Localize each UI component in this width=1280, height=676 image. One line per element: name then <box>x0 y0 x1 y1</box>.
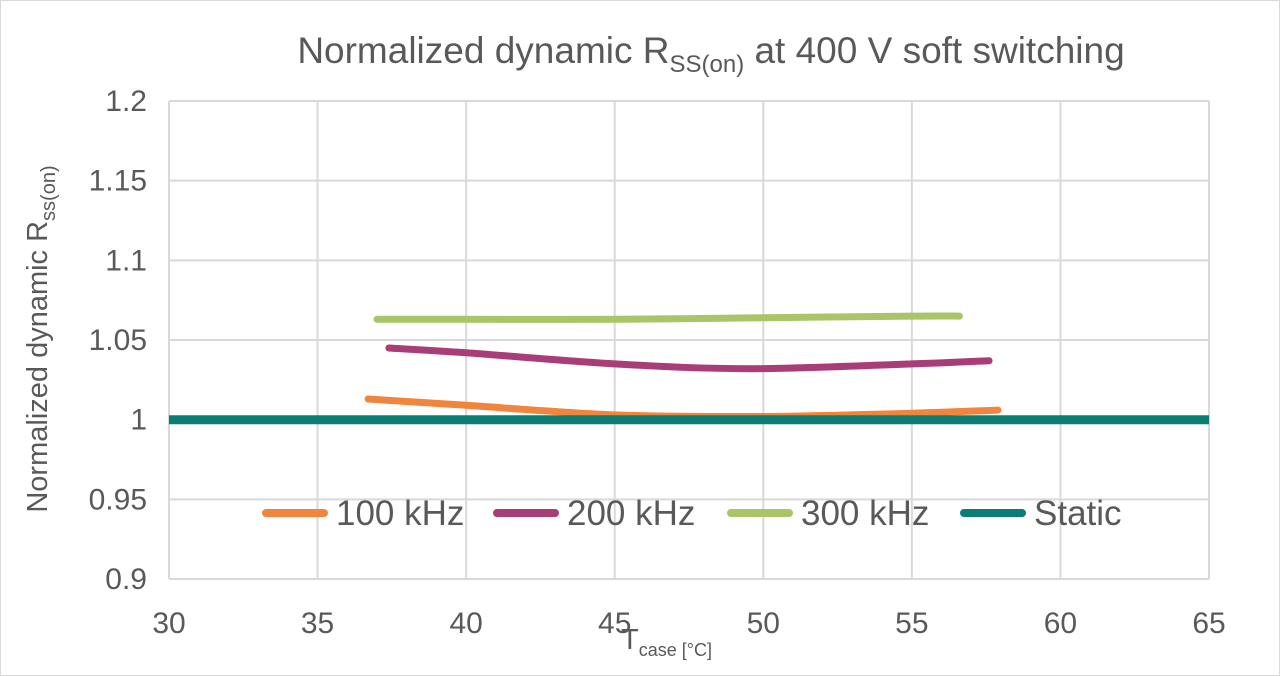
series-line-100-khz <box>364 395 1002 421</box>
x-tick-label: 35 <box>301 607 334 640</box>
x-axis-label: Tcase [°C] <box>621 624 712 660</box>
y-tick-label: 1 <box>130 404 147 437</box>
x-tick-label: 40 <box>449 607 482 640</box>
y-axis-label-main: Normalized dynamic R <box>22 221 54 513</box>
y-axis-label-subscript: ss(on) <box>38 165 60 221</box>
x-tick-labels: 30 35 40 45 50 55 60 65 <box>152 607 1225 640</box>
x-axis-label-subscript: case [°C] <box>639 640 712 660</box>
x-tick-label: 30 <box>152 607 185 640</box>
series-line-300-khz <box>373 312 963 323</box>
y-tick-label: 1.05 <box>89 324 147 357</box>
y-tick-label: 1.2 <box>105 85 147 118</box>
chart-title-main: Normalized dynamic R <box>297 30 669 71</box>
legend-label-static: Static <box>1034 494 1122 533</box>
x-tick-label: 45 <box>598 607 631 640</box>
y-tick-label: 1.15 <box>89 165 147 198</box>
x-tick-label: 50 <box>747 607 780 640</box>
legend-label-300-khz: 300 kHz <box>801 494 929 533</box>
legend-label-200-khz: 200 kHz <box>567 494 695 533</box>
chart-title-rest: at 400 V soft switching <box>744 30 1124 71</box>
series-lines <box>169 312 1209 425</box>
series-line-200-khz <box>385 344 993 373</box>
legend-label-100-khz: 100 kHz <box>336 494 464 533</box>
x-tick-label: 65 <box>1192 607 1225 640</box>
legend: 100 kHz 200 kHz 300 kHz Static <box>262 494 1122 533</box>
chart-title: Normalized dynamic RSS(on) at 400 V soft… <box>297 30 1124 78</box>
x-tick-label: 60 <box>1044 607 1077 640</box>
x-tick-label: 55 <box>895 607 928 640</box>
y-tick-label: 0.95 <box>89 483 147 516</box>
y-axis-label: Normalized dynamic Rss(on) <box>22 165 60 512</box>
y-tick-label: 1.1 <box>105 244 147 277</box>
y-tick-labels: 0.9 0.95 1 1.05 1.1 1.15 1.2 <box>89 85 147 596</box>
y-tick-label: 0.9 <box>105 563 147 596</box>
x-axis-label-main: T <box>621 624 639 656</box>
chart-title-subscript: SS(on) <box>669 51 744 78</box>
